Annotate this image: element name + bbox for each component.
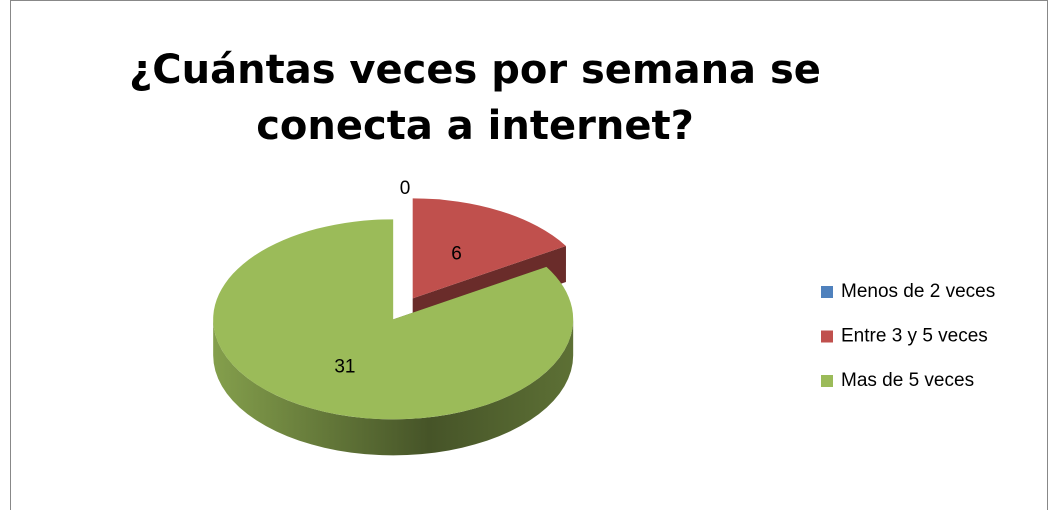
legend-swatch <box>821 330 833 343</box>
data-label: 31 <box>334 356 355 377</box>
chart-title: ¿Cuántas veces por semana se conecta a i… <box>129 47 821 149</box>
data-label: 0 <box>400 178 411 199</box>
legend-swatch <box>821 375 833 387</box>
slice-side <box>213 319 574 456</box>
chart-frame <box>10 0 1048 510</box>
legend-label: Mas de 5 veces <box>841 370 974 391</box>
slice <box>213 219 574 420</box>
legend-swatch <box>821 286 833 298</box>
slice <box>412 198 566 299</box>
legend-label: Entre 3 y 5 veces <box>841 326 988 347</box>
legend-label: Menos de 2 veces <box>841 281 995 302</box>
data-label: 6 <box>451 244 462 265</box>
